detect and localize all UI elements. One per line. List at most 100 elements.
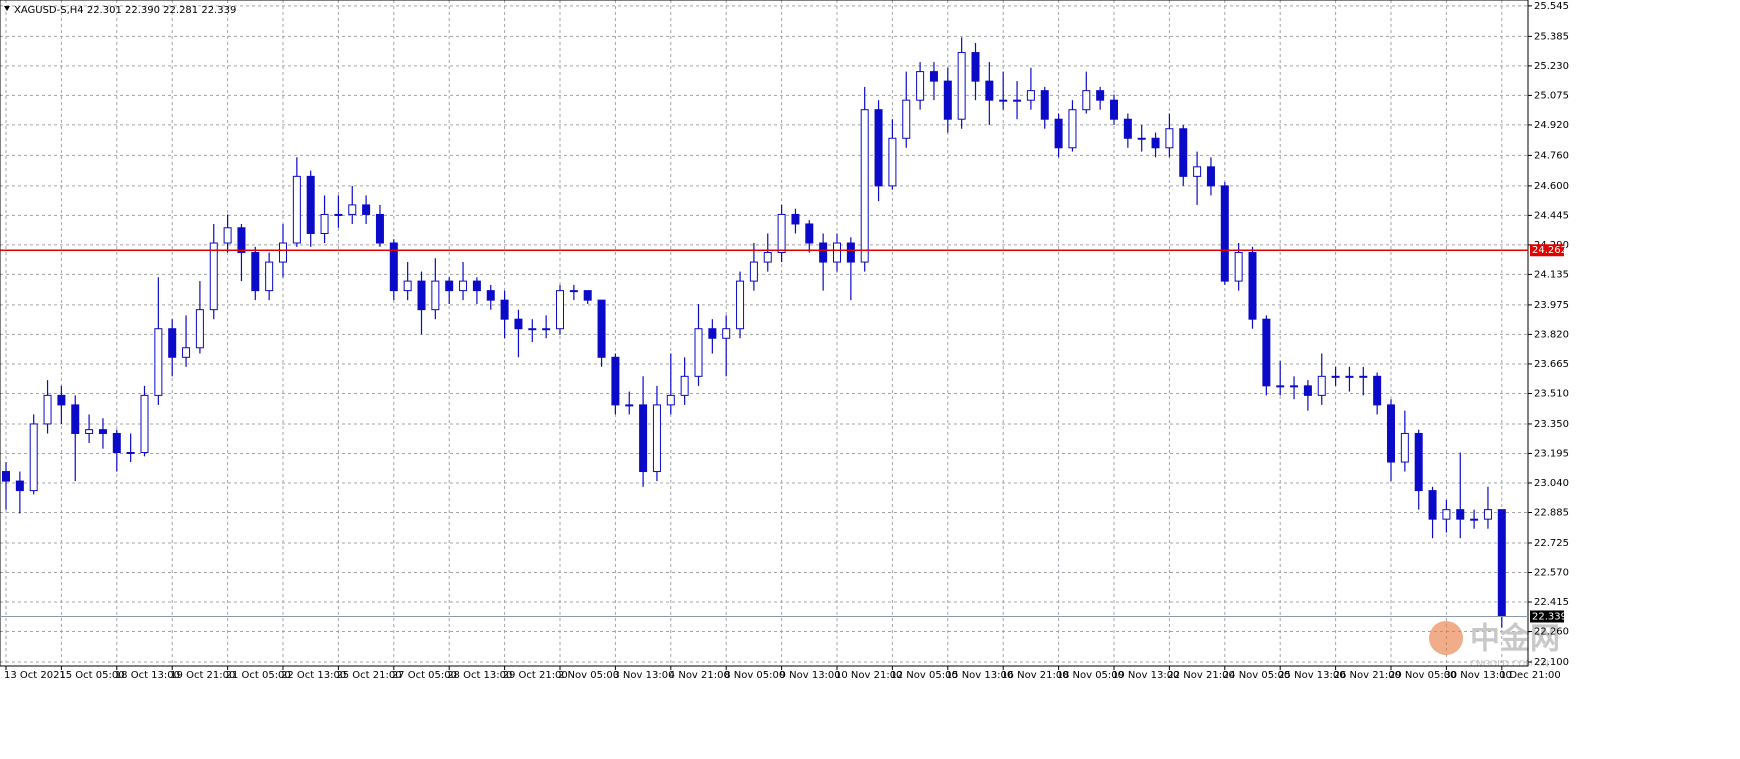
y-tick-label: 22.725 <box>1534 538 1569 549</box>
y-tick-label: 25.230 <box>1534 61 1569 72</box>
candle-body <box>1096 90 1105 101</box>
x-tick-label: 22 Oct 13:00 <box>281 670 346 681</box>
candle-body <box>916 71 925 101</box>
y-tick-label: 24.600 <box>1534 181 1569 192</box>
candle-body <box>708 328 717 339</box>
candle-body <box>791 213 800 225</box>
watermark-logo <box>1429 621 1463 655</box>
candle-body <box>1013 99 1022 102</box>
x-tick-label: 19 Nov 13:00 <box>1112 670 1179 681</box>
candle-body <box>168 328 177 358</box>
y-tick-label: 25.545 <box>1534 1 1569 12</box>
x-tick-label: 26 Nov 21:00 <box>1334 670 1401 681</box>
candle-body <box>472 280 481 292</box>
candle-body <box>459 280 468 292</box>
x-tick-label: 10 Nov 21:00 <box>835 670 902 681</box>
candle-body <box>625 404 634 407</box>
candle-body <box>306 175 315 234</box>
candle-body <box>500 299 509 320</box>
axis: 25.545 25.385 25.230 25.075 24.920 24.760 24.6… <box>0 1 1569 681</box>
x-tick-label: 25 Nov 13:00 <box>1278 670 1345 681</box>
candle-body <box>833 242 841 263</box>
x-tick-label: 24 Nov 05:00 <box>1223 670 1290 681</box>
candle-body <box>112 432 121 454</box>
x-tick-label: 18 Nov 05:00 <box>1057 670 1124 681</box>
candle-body <box>1470 518 1479 521</box>
candle-body <box>888 137 897 187</box>
x-tick-label: 21 Oct 05:00 <box>226 670 291 681</box>
x-tick-label: 25 Oct 21:00 <box>336 670 401 681</box>
candle-body <box>1345 375 1354 378</box>
candle-body <box>154 328 163 396</box>
price-label: 24.262 <box>1532 245 1567 256</box>
x-tick-label: 15 Nov 13:00 <box>946 670 1013 681</box>
x-tick-label: 22 Nov 21:00 <box>1167 670 1234 681</box>
candle-body <box>749 261 758 282</box>
candle-body <box>417 280 426 311</box>
candle-body <box>1068 109 1077 149</box>
candle-body <box>209 242 218 311</box>
candle-body <box>514 318 523 330</box>
candle-body <box>1082 90 1091 111</box>
candle-body <box>320 213 329 234</box>
candle-body <box>971 52 980 82</box>
candle-body <box>1123 118 1132 139</box>
candle-body <box>1220 185 1229 282</box>
y-tick-label: 23.975 <box>1534 300 1569 311</box>
candle-body <box>1165 128 1174 149</box>
candle-body <box>375 213 384 244</box>
candles <box>2 37 1506 628</box>
candle-body <box>1303 385 1312 396</box>
candle-body <box>1442 509 1451 520</box>
candle-body <box>1428 490 1437 520</box>
candle-body <box>1054 118 1063 149</box>
candle-body <box>126 452 135 455</box>
watermark-sub: CNGOLD.COM.CN <box>1470 660 1549 670</box>
x-tick-label: 19 Oct 21:00 <box>170 670 235 681</box>
candle-body <box>999 99 1008 102</box>
y-tick-label: 24.920 <box>1534 120 1569 131</box>
candle-body <box>98 429 107 434</box>
candle-body <box>1276 385 1285 388</box>
y-tick-label: 23.040 <box>1534 478 1569 489</box>
candle-body <box>583 290 592 301</box>
y-tick-label: 23.820 <box>1534 329 1569 340</box>
candle-body <box>1400 432 1409 463</box>
candle-body <box>597 299 606 358</box>
candle-body <box>334 213 343 216</box>
candle-body <box>639 404 648 473</box>
candle-body <box>403 280 412 292</box>
candle-body <box>556 290 564 330</box>
candle-body <box>362 204 371 215</box>
candle-body <box>445 280 454 292</box>
candle-body <box>874 109 883 187</box>
candle-body <box>1206 166 1215 187</box>
grid <box>0 0 1528 666</box>
candle-body <box>569 290 578 293</box>
candle-body <box>15 480 24 492</box>
candle-body <box>1331 375 1340 378</box>
candle-body <box>763 252 772 263</box>
candle-body <box>805 223 814 244</box>
x-tick-label: 29 Oct 21:00 <box>503 670 568 681</box>
candle-body <box>1026 90 1035 101</box>
candle-body <box>722 328 731 339</box>
y-tick-label: 22.885 <box>1534 507 1569 518</box>
x-tick-label: 13 Oct 2021 <box>4 670 66 681</box>
candle-body <box>528 328 537 331</box>
y-tick-label: 22.570 <box>1534 567 1569 578</box>
candle-body <box>85 429 94 434</box>
candle-body <box>611 356 620 406</box>
x-tick-label: 30 Nov 13:00 <box>1444 670 1511 681</box>
candle-body <box>666 394 675 406</box>
y-tick-label: 23.510 <box>1534 388 1569 399</box>
x-tick-label: 16 Nov 21:00 <box>1001 670 1068 681</box>
y-tick-label: 23.665 <box>1534 359 1569 370</box>
x-tick-label: 1 Dec 21:00 <box>1500 670 1561 681</box>
candle-body <box>1151 137 1160 149</box>
candle-body <box>140 394 149 454</box>
candle-body <box>57 394 66 406</box>
x-tick-label: 4 Nov 21:00 <box>669 670 730 681</box>
candle-body <box>348 204 357 215</box>
